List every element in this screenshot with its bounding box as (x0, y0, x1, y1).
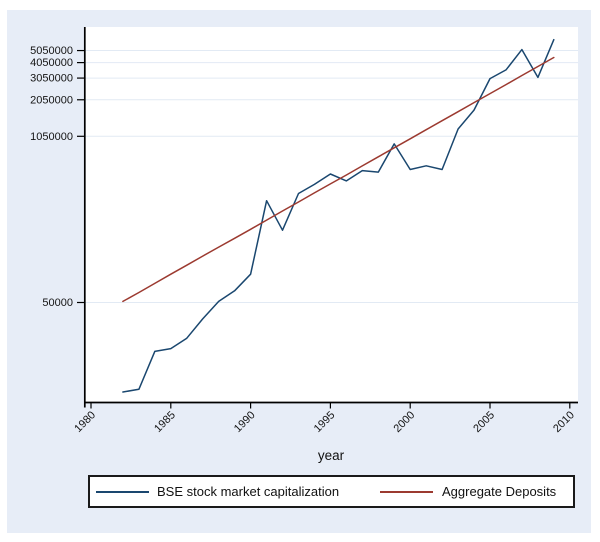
x-tick-label: 1980 (72, 409, 98, 435)
y-tick-label: 50000 (42, 297, 73, 309)
y-tick-label: 3050000 (30, 73, 73, 85)
y-tick-label: 5050000 (30, 45, 73, 57)
x-tick-label: 2000 (392, 409, 418, 435)
legend-label-bse: BSE stock market capitalization (157, 484, 340, 499)
legend-label-deposits: Aggregate Deposits (442, 484, 557, 499)
y-tick-label: 2050000 (30, 94, 73, 106)
x-axis-title: year (317, 448, 345, 463)
x-tick-label: 2005 (471, 409, 497, 435)
chart-svg: 50000 1050000 2050000 3050000 40500005050000… (30, 27, 578, 435)
legend-line-sample-deposits (380, 491, 433, 493)
plot-area (84, 27, 578, 403)
x-tick-label: 1985 (152, 409, 178, 435)
series-line-0 (122, 38, 555, 393)
legend: BSE stock market capitalization Aggregat… (88, 475, 575, 508)
x-tick-label: 1995 (312, 409, 338, 435)
y-tick-label: 1050000 (30, 131, 73, 143)
graph-canvas: 50000 1050000 2050000 3050000 4050000 5050000… (7, 10, 591, 533)
y-tick-label: 4050000 (30, 57, 73, 69)
legend-line-sample-bse (96, 491, 149, 493)
series-line-1 (122, 56, 555, 303)
x-tick-label: 1990 (232, 409, 258, 435)
x-tick-label: 2010 (551, 409, 577, 435)
